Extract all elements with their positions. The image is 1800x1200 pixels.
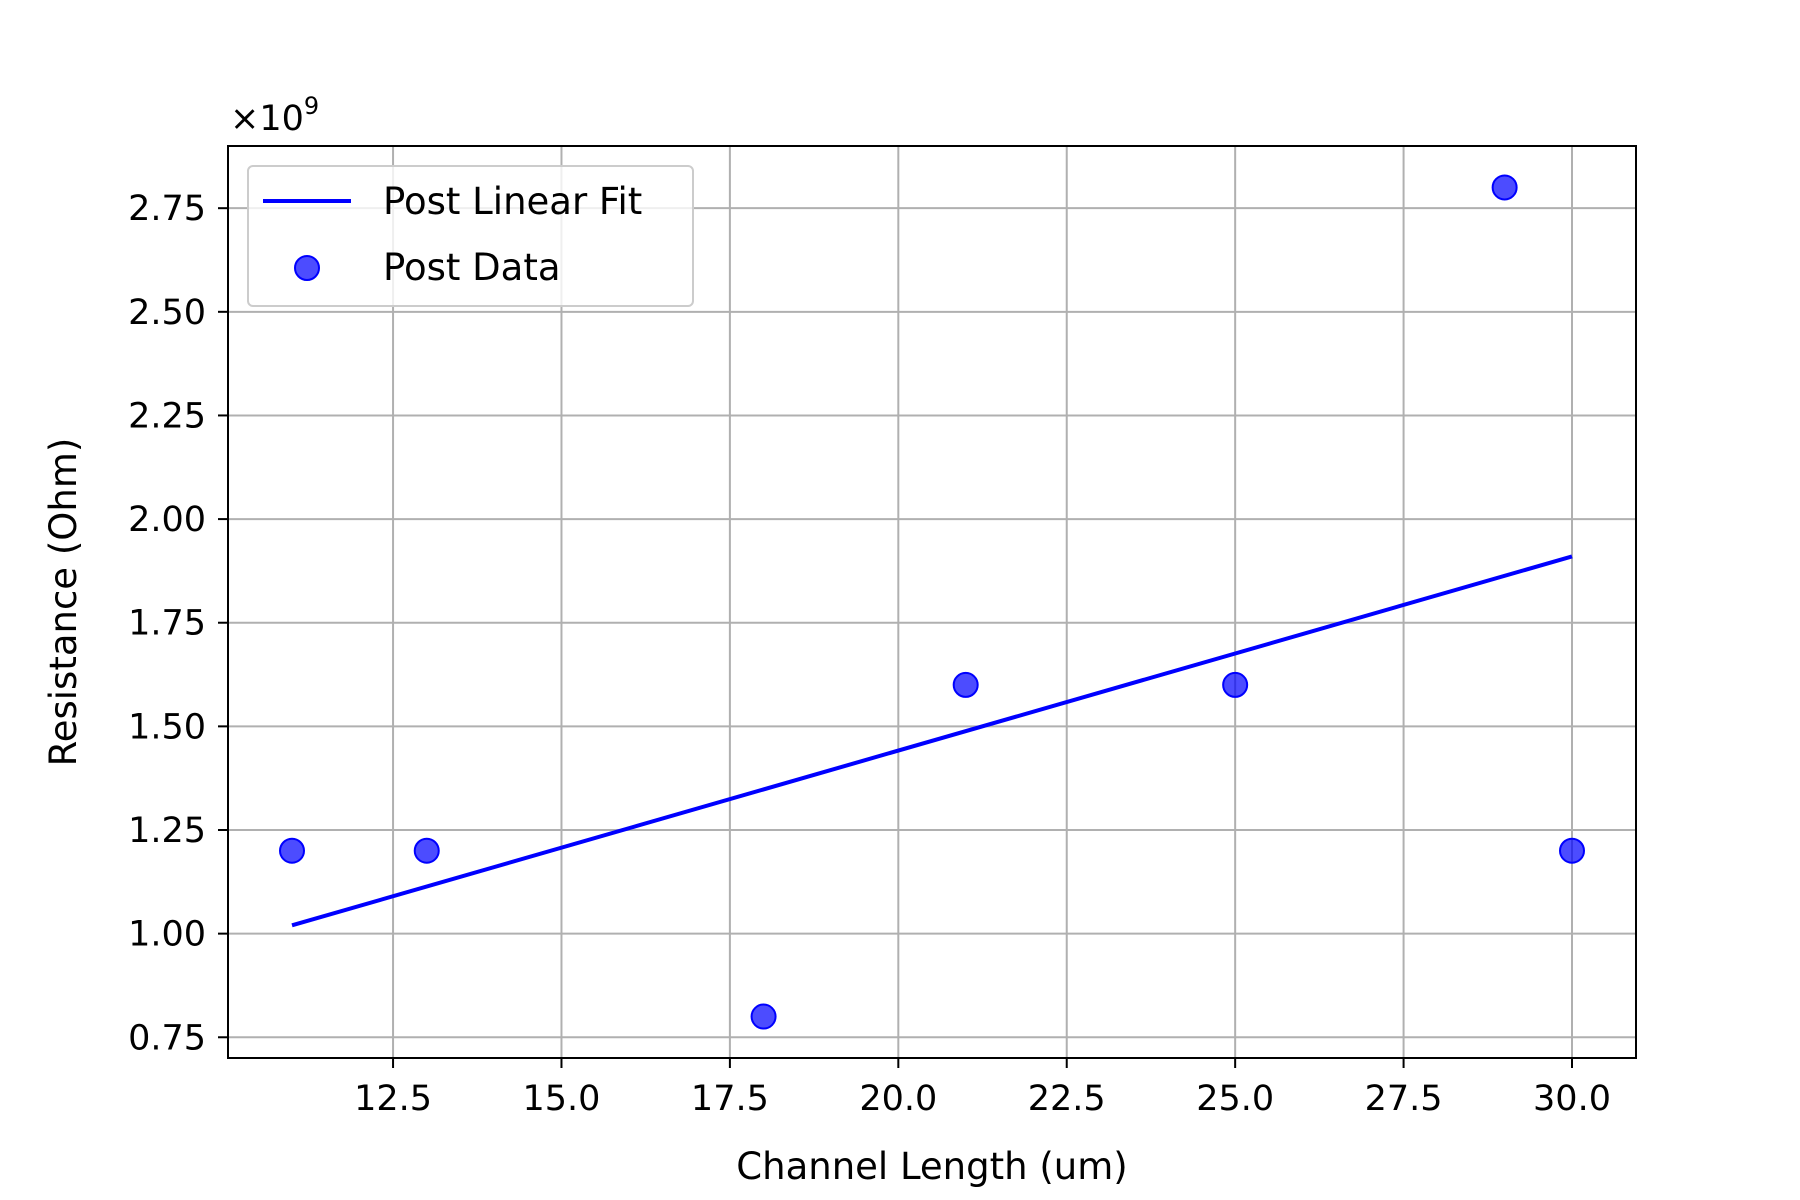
y-tick-label: 1.50	[128, 707, 206, 747]
data-point	[279, 837, 305, 864]
y-tick-label: 2.75	[128, 189, 206, 229]
data-point	[750, 1003, 777, 1030]
y-offset-exponent: 9	[304, 92, 319, 120]
data-point	[1222, 671, 1249, 698]
y-tick-label: 1.75	[128, 604, 206, 644]
data-point	[1491, 174, 1518, 201]
x-tick-label: 25.0	[1196, 1079, 1274, 1119]
ticks: 12.5 15.0 17.5 20.0 22.5 25.0 27.5 30.0 0.75 1.00…	[128, 189, 1611, 1119]
legend-label-fit: Post Linear Fit	[383, 180, 642, 223]
legend-label-data: Post Data	[383, 246, 561, 289]
legend-box	[247, 165, 694, 307]
y-offset-text: ×109	[230, 92, 319, 139]
series-layer	[279, 174, 1585, 1030]
y-tick-label: 1.25	[128, 811, 206, 851]
y-tick-label: 2.25	[128, 396, 206, 436]
data-point	[1559, 837, 1585, 864]
data-point	[413, 837, 440, 864]
x-axis-label: Channel Length (um)	[736, 1145, 1127, 1188]
fit-line	[291, 554, 1573, 928]
x-tick-label: 20.0	[859, 1079, 937, 1119]
legend-scatter-marker	[294, 255, 320, 281]
x-tick-label: 22.5	[1028, 1079, 1106, 1119]
data-point	[952, 671, 979, 698]
y-tick-label: 1.00	[128, 915, 206, 955]
x-tick-label: 15.0	[523, 1079, 601, 1119]
x-tick-label: 12.5	[354, 1079, 432, 1119]
legend: Post Linear Fit Post Data	[247, 165, 694, 307]
x-tick-label: 17.5	[691, 1079, 769, 1119]
y-axis-label: Resistance (Ohm)	[42, 438, 85, 767]
x-tick-label: 30.0	[1533, 1079, 1611, 1119]
plot-frame	[227, 145, 1637, 1059]
y-tick-label: 2.50	[128, 293, 206, 333]
y-tick-label: 2.00	[128, 500, 206, 540]
y-tick-label: 0.75	[128, 1018, 206, 1058]
x-tick-label: 27.5	[1365, 1079, 1443, 1119]
grid	[228, 146, 1636, 1058]
